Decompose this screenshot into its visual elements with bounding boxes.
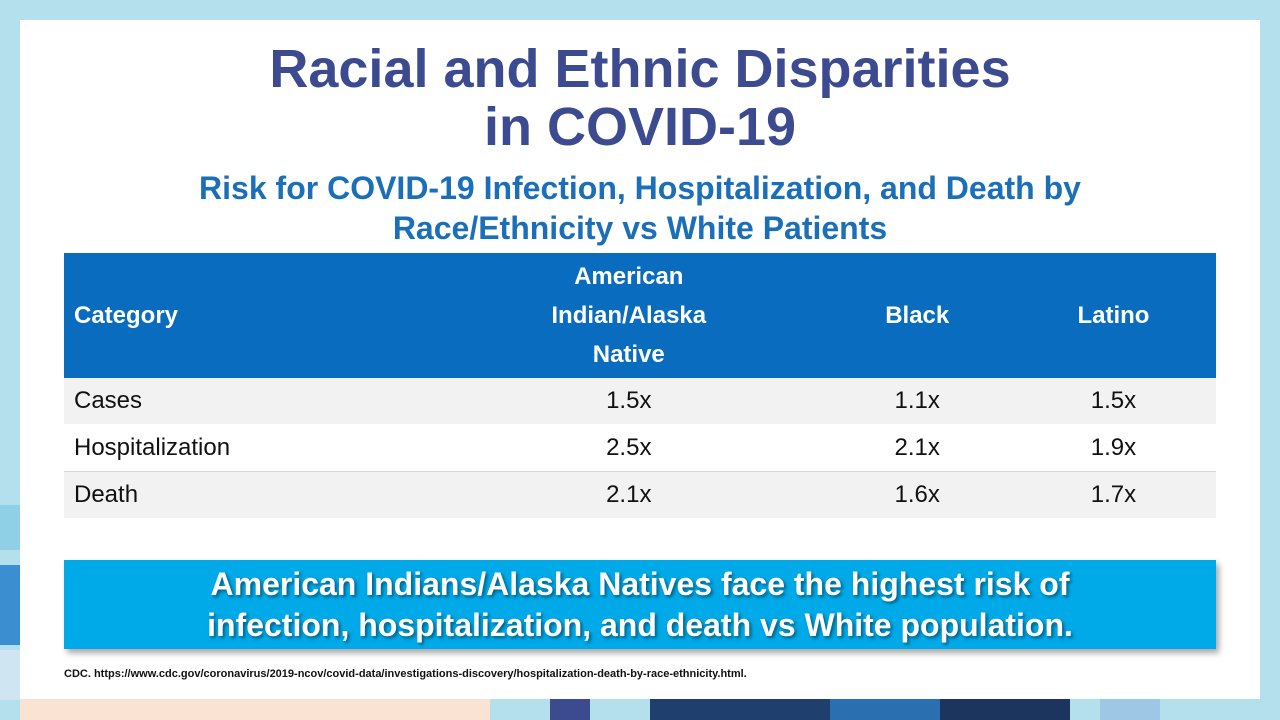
slide-subtitle: Risk for COVID-19 Infection, Hospitaliza… <box>0 168 1280 248</box>
callout-line-1: American Indians/Alaska Natives face the… <box>210 566 1070 602</box>
header-aian-line-2: Indian/Alaska <box>551 302 707 329</box>
header-black: Black <box>823 253 1011 378</box>
background-shape-left <box>0 505 20 550</box>
cell-latino: 1.7x <box>1010 471 1216 519</box>
subtitle-line-2: Race/Ethnicity vs White Patients <box>392 210 888 246</box>
background-shape-bottom-5 <box>940 699 1070 720</box>
header-aian-line-3: Native <box>592 341 665 368</box>
cell-aian: 2.1x <box>434 471 824 519</box>
background-shape-bottom <box>20 699 490 720</box>
background-shape-bottom-2 <box>550 699 590 720</box>
cell-aian: 2.5x <box>434 424 824 472</box>
slide-title: Racial and Ethnic Disparities in COVID-1… <box>0 40 1280 156</box>
source-citation: CDC. https://www.cdc.gov/coronavirus/201… <box>64 668 747 680</box>
cell-aian: 1.5x <box>434 378 824 425</box>
background-shape-left-2 <box>0 565 20 645</box>
background-shape-left-3 <box>0 650 20 700</box>
header-aian-line-1: American <box>574 263 684 290</box>
cell-black: 2.1x <box>823 424 1011 472</box>
header-latino: Latino <box>1010 253 1216 378</box>
background-shape-bottom-6 <box>1100 699 1160 720</box>
background-shape-bottom-4 <box>830 699 940 720</box>
cell-latino: 1.5x <box>1010 378 1216 425</box>
cell-black: 1.6x <box>823 471 1011 519</box>
cell-category: Hospitalization <box>64 424 434 472</box>
header-american-indian-alaska-native: American Indian/Alaska Native <box>434 253 824 378</box>
background-shape-bottom-3 <box>650 699 830 720</box>
cell-black: 1.1x <box>823 378 1011 425</box>
subtitle-line-1: Risk for COVID-19 Infection, Hospitaliza… <box>199 170 1081 206</box>
table-row: Death 2.1x 1.6x 1.7x <box>64 471 1216 519</box>
title-line-1: Racial and Ethnic Disparities <box>269 39 1011 99</box>
header-category: Category <box>64 253 434 378</box>
cell-category: Cases <box>64 378 434 425</box>
table-row: Hospitalization 2.5x 2.1x 1.9x <box>64 424 1216 472</box>
title-line-2: in COVID-19 <box>483 97 797 157</box>
table-header-row: Category American Indian/Alaska Native B… <box>64 253 1216 378</box>
callout-box: American Indians/Alaska Natives face the… <box>64 560 1216 649</box>
table-row: Cases 1.5x 1.1x 1.5x <box>64 378 1216 425</box>
callout-line-2: infection, hospitalization, and death vs… <box>207 607 1073 643</box>
cell-category: Death <box>64 471 434 519</box>
risk-table: Category American Indian/Alaska Native B… <box>64 253 1216 519</box>
cell-latino: 1.9x <box>1010 424 1216 472</box>
